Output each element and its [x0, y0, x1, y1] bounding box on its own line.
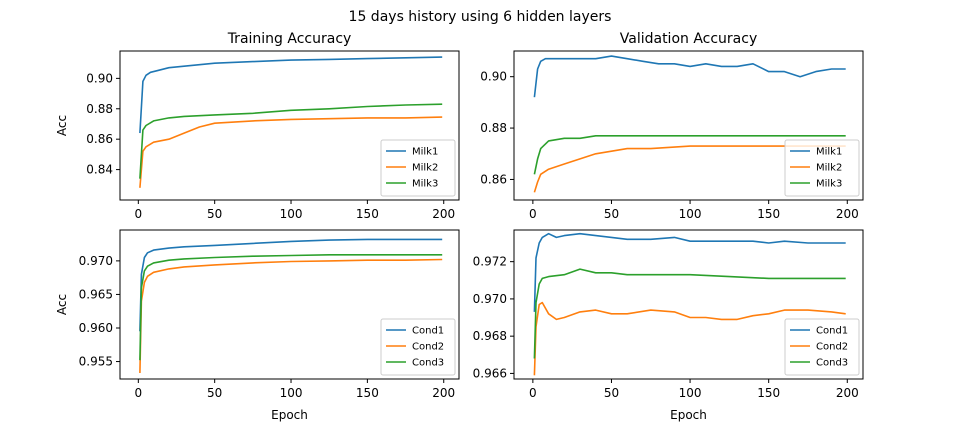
legend-label: Milk3 — [816, 179, 842, 190]
series-line-cond3 — [533, 268, 846, 359]
y-tick-label: 0.90 — [86, 71, 113, 85]
legend-label: Cond2 — [412, 342, 444, 353]
y-tick-label: 0.970 — [79, 254, 113, 268]
x-tick-label: 50 — [207, 386, 222, 400]
subplot-1: 0 50 100 150 200 0.84 0.86 0.88 0.90 Training Acc… — [55, 31, 460, 221]
x-tick-label: 150 — [356, 386, 379, 400]
legend-label: Milk1 — [412, 147, 438, 158]
x-tick-label: 0 — [529, 207, 537, 221]
legend-label: Milk2 — [412, 163, 438, 174]
y-tick-label: 0.86 — [480, 172, 507, 186]
y-tick-label: 0.966 — [473, 366, 507, 380]
x-tick-label: 50 — [604, 207, 619, 221]
x-tick-label: 200 — [836, 207, 859, 221]
legend: Milk1 Milk2 Milk3 — [784, 139, 860, 197]
subplot-title: Training Accuracy — [227, 31, 352, 47]
y-tick-label: 0.970 — [473, 292, 507, 306]
x-tick-label: 150 — [356, 207, 379, 221]
x-tick-label: 50 — [604, 386, 619, 400]
series-line-milk3 — [139, 103, 443, 179]
axes-frame — [119, 50, 460, 201]
x-tick-label: 100 — [679, 207, 702, 221]
y-tick-label: 0.88 — [86, 102, 113, 116]
series-line-milk1 — [533, 55, 846, 98]
x-tick-label: 50 — [207, 207, 222, 221]
series-line-milk2 — [139, 116, 443, 188]
axes-frame — [513, 50, 864, 201]
subplot-title: Validation Accuracy — [620, 31, 758, 47]
axes-frame — [119, 229, 460, 380]
x-tick-label: 0 — [135, 386, 143, 400]
series-line-milk3 — [533, 135, 846, 175]
subplot-2: 0 50 100 150 200 0.86 0.88 0.90 Validation Accur… — [480, 31, 864, 221]
x-axis-label: Epoch — [271, 408, 308, 422]
series-line-cond2 — [139, 258, 443, 374]
legend-label: Cond1 — [816, 326, 848, 337]
legend-label: Cond2 — [816, 342, 848, 353]
legend-box — [784, 139, 860, 197]
series-line-milk2 — [533, 145, 846, 193]
legend-label: Milk3 — [412, 179, 438, 190]
figure-title: 15 days history using 6 hidden layers — [349, 9, 612, 25]
legend-label: Cond3 — [412, 358, 444, 369]
series-line-cond1 — [533, 232, 846, 312]
legend-box — [380, 318, 456, 376]
legend-label: Cond3 — [816, 358, 848, 369]
y-tick-label: 0.90 — [480, 70, 507, 84]
legend: Cond1 Cond2 Cond3 — [784, 318, 860, 376]
series-line-cond2 — [533, 301, 846, 376]
legend: Cond1 Cond2 Cond3 — [380, 318, 456, 376]
subplot-grid: 0 50 100 150 200 0.84 0.86 0.88 0.90 Training Acc… — [55, 31, 864, 422]
y-axis-label: Acc — [55, 294, 69, 315]
x-tick-label: 100 — [280, 207, 303, 221]
legend-label: Milk2 — [816, 163, 842, 174]
x-tick-label: 100 — [280, 386, 303, 400]
y-tick-label: 0.955 — [79, 355, 113, 369]
series-line-cond1 — [139, 238, 443, 332]
y-tick-label: 0.86 — [86, 132, 113, 146]
legend-label: Milk1 — [816, 147, 842, 158]
legend-box — [380, 139, 456, 197]
y-tick-label: 0.965 — [79, 287, 113, 301]
axes-frame — [513, 229, 864, 380]
x-tick-label: 200 — [432, 386, 455, 400]
x-tick-label: 100 — [679, 386, 702, 400]
legend: Milk1 Milk2 Milk3 — [380, 139, 456, 197]
subplot-4: 0 50 100 150 200 0.966 0.968 0.970 0.972 Epoch Con… — [473, 229, 864, 422]
x-tick-label: 0 — [135, 207, 143, 221]
series-line-milk1 — [139, 56, 443, 134]
subplot-3: 0 50 100 150 200 0.955 0.960 0.965 0.970 Epoch Acc… — [55, 229, 460, 422]
x-tick-label: 0 — [529, 386, 537, 400]
x-tick-label: 150 — [757, 386, 780, 400]
y-tick-label: 0.84 — [86, 163, 113, 177]
y-tick-label: 0.968 — [473, 329, 507, 343]
x-tick-label: 200 — [432, 207, 455, 221]
x-tick-label: 200 — [836, 386, 859, 400]
y-tick-label: 0.972 — [473, 255, 507, 269]
y-axis-label: Acc — [55, 115, 69, 136]
legend-box — [784, 318, 860, 376]
y-tick-label: 0.88 — [480, 121, 507, 135]
y-tick-label: 0.960 — [79, 321, 113, 335]
series-line-cond3 — [139, 254, 443, 361]
x-axis-label: Epoch — [670, 408, 707, 422]
x-tick-label: 150 — [757, 207, 780, 221]
legend-label: Cond1 — [412, 326, 444, 337]
